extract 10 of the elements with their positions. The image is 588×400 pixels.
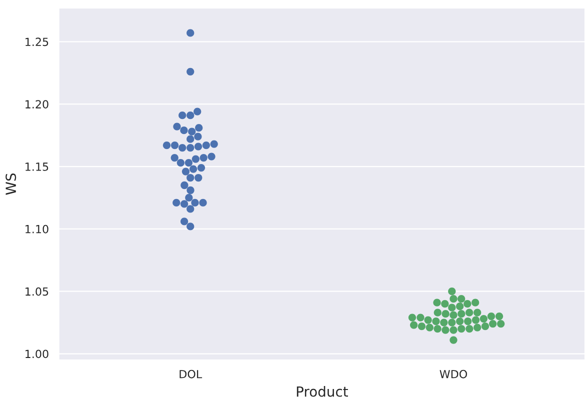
y-tick-label: 1.05 (26, 287, 48, 296)
x-tick-label: WDO (440, 370, 468, 378)
y-tick-label: 1.20 (26, 100, 48, 108)
x-tick-label: DOL (180, 370, 202, 378)
y-axis-title: WS (6, 174, 16, 195)
y-tick-label: 1.00 (26, 350, 48, 358)
x-axis-title: Product (296, 386, 348, 397)
y-tick-label: 1.15 (26, 162, 48, 171)
y-tick-label: 1.25 (26, 38, 48, 46)
y-tick-label: 1.10 (26, 224, 48, 234)
